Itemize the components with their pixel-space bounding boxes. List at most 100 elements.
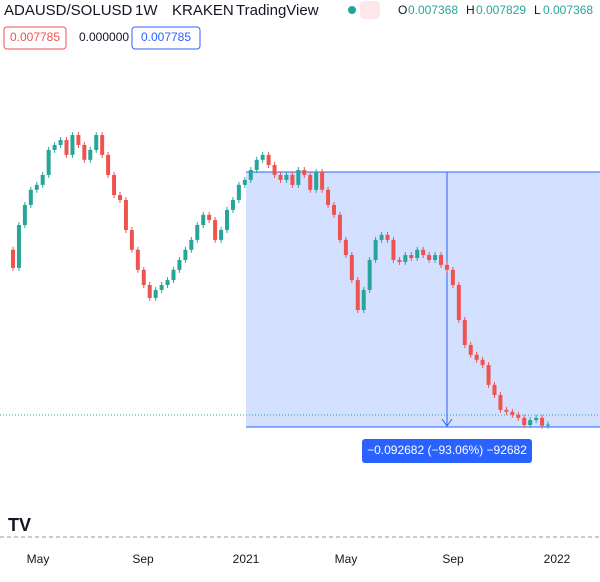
candle: [540, 417, 545, 426]
x-tick-label: Sep: [442, 552, 464, 566]
candle: [230, 199, 235, 210]
candle: [106, 154, 111, 175]
candle: [64, 140, 69, 155]
measure-arrowhead: [441, 418, 453, 427]
candle: [379, 234, 384, 240]
candle: [326, 189, 331, 205]
x-tick-label: 2021: [233, 552, 260, 566]
candle: [171, 269, 176, 281]
candle: [355, 280, 360, 311]
candle: [225, 209, 229, 230]
candle: [260, 154, 265, 160]
measure-area: [246, 172, 600, 427]
candle: [76, 135, 81, 145]
candle: [504, 409, 509, 412]
candle: [22, 204, 27, 226]
candle: [528, 420, 533, 426]
candle: [177, 259, 182, 270]
high-label: H: [466, 3, 475, 17]
candle: [337, 214, 342, 240]
candle: [546, 424, 550, 426]
low-label: L: [534, 3, 541, 17]
candle: [314, 171, 319, 190]
open-value: 0.007368: [408, 3, 458, 17]
candle: [46, 149, 51, 175]
candle: [123, 199, 128, 230]
candle: [421, 249, 426, 256]
candle: [486, 365, 491, 385]
candle: [510, 411, 515, 415]
candle: [367, 259, 372, 290]
candle: [94, 135, 99, 150]
candle: [118, 195, 122, 200]
source: TradingView: [236, 2, 319, 19]
interval: 1W: [135, 2, 158, 19]
candle: [534, 417, 539, 421]
candle: [409, 255, 414, 259]
candle: [129, 229, 134, 250]
candle: [361, 289, 366, 311]
candle: [58, 140, 63, 145]
candle: [248, 170, 253, 180]
candle: [296, 170, 301, 185]
price-box-text: 0.000000: [79, 30, 129, 44]
candle: [403, 255, 408, 262]
candle: [480, 359, 485, 366]
exchange: KRAKEN: [172, 2, 234, 19]
candle: [290, 174, 295, 185]
status-badge[interactable]: [360, 1, 380, 19]
candle: [516, 414, 521, 418]
candle: [159, 284, 164, 290]
candle: [266, 154, 271, 166]
low-value: 0.007368: [543, 3, 593, 17]
candle: [427, 255, 432, 260]
candle: [147, 284, 152, 298]
candle: [462, 319, 467, 345]
measure-label: −0.092682 (−93.06%) −92682: [367, 443, 527, 457]
price-box-text: 0.007785: [141, 30, 191, 44]
x-tick-label: Sep: [132, 552, 154, 566]
candle: [112, 174, 117, 196]
candle: [254, 159, 259, 171]
candle: [52, 144, 57, 150]
candle: [40, 174, 45, 185]
price-box: [3, 26, 67, 50]
candle: [28, 189, 33, 205]
candle: [308, 174, 313, 190]
candle: [11, 249, 15, 268]
x-tick-label: May: [335, 552, 358, 566]
candle: [34, 184, 39, 190]
candle: [439, 255, 443, 265]
candle: [100, 135, 105, 155]
candle: [236, 184, 241, 200]
candle: [242, 179, 247, 185]
candle: [444, 264, 449, 270]
candle: [135, 249, 140, 270]
candle: [385, 234, 390, 240]
candle: [450, 269, 455, 285]
candle: [302, 170, 307, 175]
candle: [373, 239, 378, 260]
candle: [16, 225, 21, 268]
candle: [284, 174, 289, 180]
candle: [332, 204, 336, 215]
candle: [474, 354, 479, 360]
candle: [343, 239, 348, 256]
status-dot: [348, 6, 356, 14]
candle: [468, 344, 473, 355]
x-tick-label: May: [27, 552, 50, 566]
candle: [391, 239, 396, 260]
candle: [183, 249, 188, 260]
measure-label-box: [362, 439, 532, 463]
candle: [498, 395, 503, 410]
candle: [522, 417, 527, 426]
candle: [272, 165, 277, 175]
candle: [320, 171, 325, 190]
candle: [397, 259, 402, 262]
candle: [189, 239, 194, 250]
candle: [492, 384, 497, 396]
price-box-text: 0.007785: [10, 30, 60, 44]
high-value: 0.007829: [476, 3, 526, 17]
